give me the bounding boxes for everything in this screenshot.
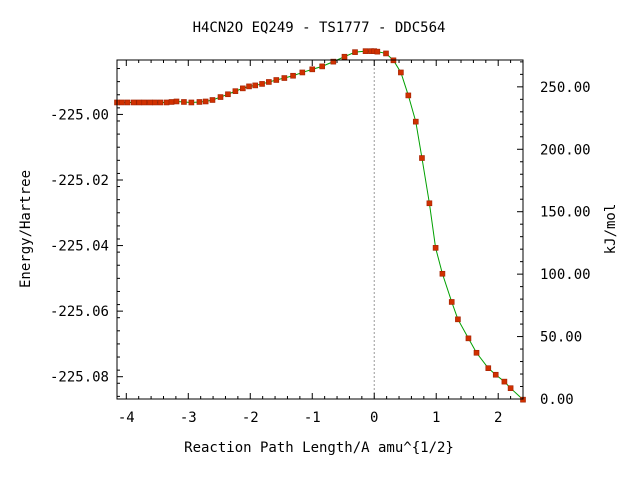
- data-point-marker: [501, 378, 508, 385]
- data-point-marker: [432, 245, 439, 251]
- data-point-marker: [196, 99, 203, 105]
- data-point-marker: [130, 99, 137, 106]
- data-point-marker: [246, 83, 252, 90]
- data-point-marker: [507, 385, 514, 391]
- data-point-marker: [362, 48, 369, 54]
- x-tick-label: -3: [180, 410, 197, 426]
- data-point-marker: [492, 371, 499, 378]
- data-point-marker: [147, 99, 153, 106]
- data-point-marker: [136, 99, 143, 106]
- data-point-marker: [168, 99, 175, 105]
- data-point-marker: [119, 99, 125, 106]
- x-tick-label: -1: [304, 410, 321, 426]
- data-point-marker: [266, 79, 272, 85]
- x-tick-label: 2: [494, 410, 502, 426]
- data-point-marker: [383, 50, 389, 57]
- data-point-marker: [173, 98, 180, 105]
- data-point-marker: [439, 270, 446, 277]
- y2-tick-label: 100.00: [540, 267, 591, 283]
- data-point-marker: [240, 85, 246, 92]
- data-point-marker: [141, 99, 148, 106]
- data-point-marker: [281, 75, 288, 81]
- y2-tick-label: 150.00: [540, 205, 591, 221]
- data-point-marker: [412, 118, 419, 125]
- data-point-marker: [188, 99, 195, 106]
- y2-tick-label: 0.00: [540, 392, 574, 408]
- x-axis-label: Reaction Path Length/A amu^{1/2}: [184, 440, 454, 456]
- data-point-marker: [181, 99, 187, 105]
- y2-axis-label: kJ/mol: [603, 204, 619, 255]
- y2-tick-label: 50.00: [540, 330, 582, 346]
- data-point-marker: [252, 82, 259, 89]
- data-point-marker: [398, 69, 404, 76]
- y-tick-label: -225.06: [50, 304, 109, 320]
- data-point-marker: [465, 335, 472, 342]
- x-tick-label: 1: [432, 410, 440, 426]
- y-tick-label: -225.08: [50, 370, 109, 386]
- y2-tick-label: 200.00: [540, 142, 591, 158]
- data-point-marker: [232, 88, 239, 94]
- data-point-marker: [157, 99, 164, 106]
- x-tick-label: 0: [370, 410, 378, 426]
- data-point-marker: [202, 98, 209, 105]
- x-tick-label: -4: [118, 410, 135, 426]
- data-point-marker: [273, 77, 280, 83]
- axes: -4 -3 -2 -1 0 1 2 -225.00 -225.02 -225.04 -225.06 -…: [50, 60, 591, 426]
- data-point-marker: [319, 63, 325, 70]
- data-point-marker: [485, 365, 492, 371]
- data-point-marker: [152, 99, 158, 106]
- y-tick-label: -225.02: [50, 173, 109, 189]
- data-point-marker: [309, 66, 316, 73]
- data-point-marker: [209, 97, 216, 103]
- data-point-marker: [163, 99, 170, 106]
- data-point-marker: [299, 69, 306, 76]
- data-point-marker: [473, 349, 480, 356]
- y2-tick-label: 250.00: [540, 80, 591, 96]
- y-axis-label: Energy/Hartree: [18, 170, 34, 288]
- chart-title: H4CN2O EQ249 - TS1777 - DDC564: [193, 20, 446, 36]
- data-point-marker: [330, 58, 337, 65]
- data-point-marker: [217, 94, 224, 100]
- data-point-marker: [405, 92, 412, 99]
- data-point-marker: [352, 49, 358, 55]
- data-point-marker: [448, 299, 455, 305]
- plot-frame: [116, 59, 524, 400]
- y-tick-label: -225.00: [50, 107, 109, 123]
- data-point-marker: [374, 48, 381, 55]
- y-tick-label: -225.04: [50, 239, 109, 255]
- x-tick-label: -2: [242, 410, 259, 426]
- data-point-marker: [419, 155, 425, 161]
- data-point-marker: [225, 91, 231, 98]
- data-point-marker: [124, 99, 131, 106]
- data-point-marker: [259, 81, 265, 87]
- data-point-marker: [426, 200, 433, 207]
- data-point-marker: [455, 316, 461, 323]
- plot-area: [114, 48, 526, 403]
- data-point-marker: [341, 53, 348, 60]
- data-point-marker: [290, 72, 296, 79]
